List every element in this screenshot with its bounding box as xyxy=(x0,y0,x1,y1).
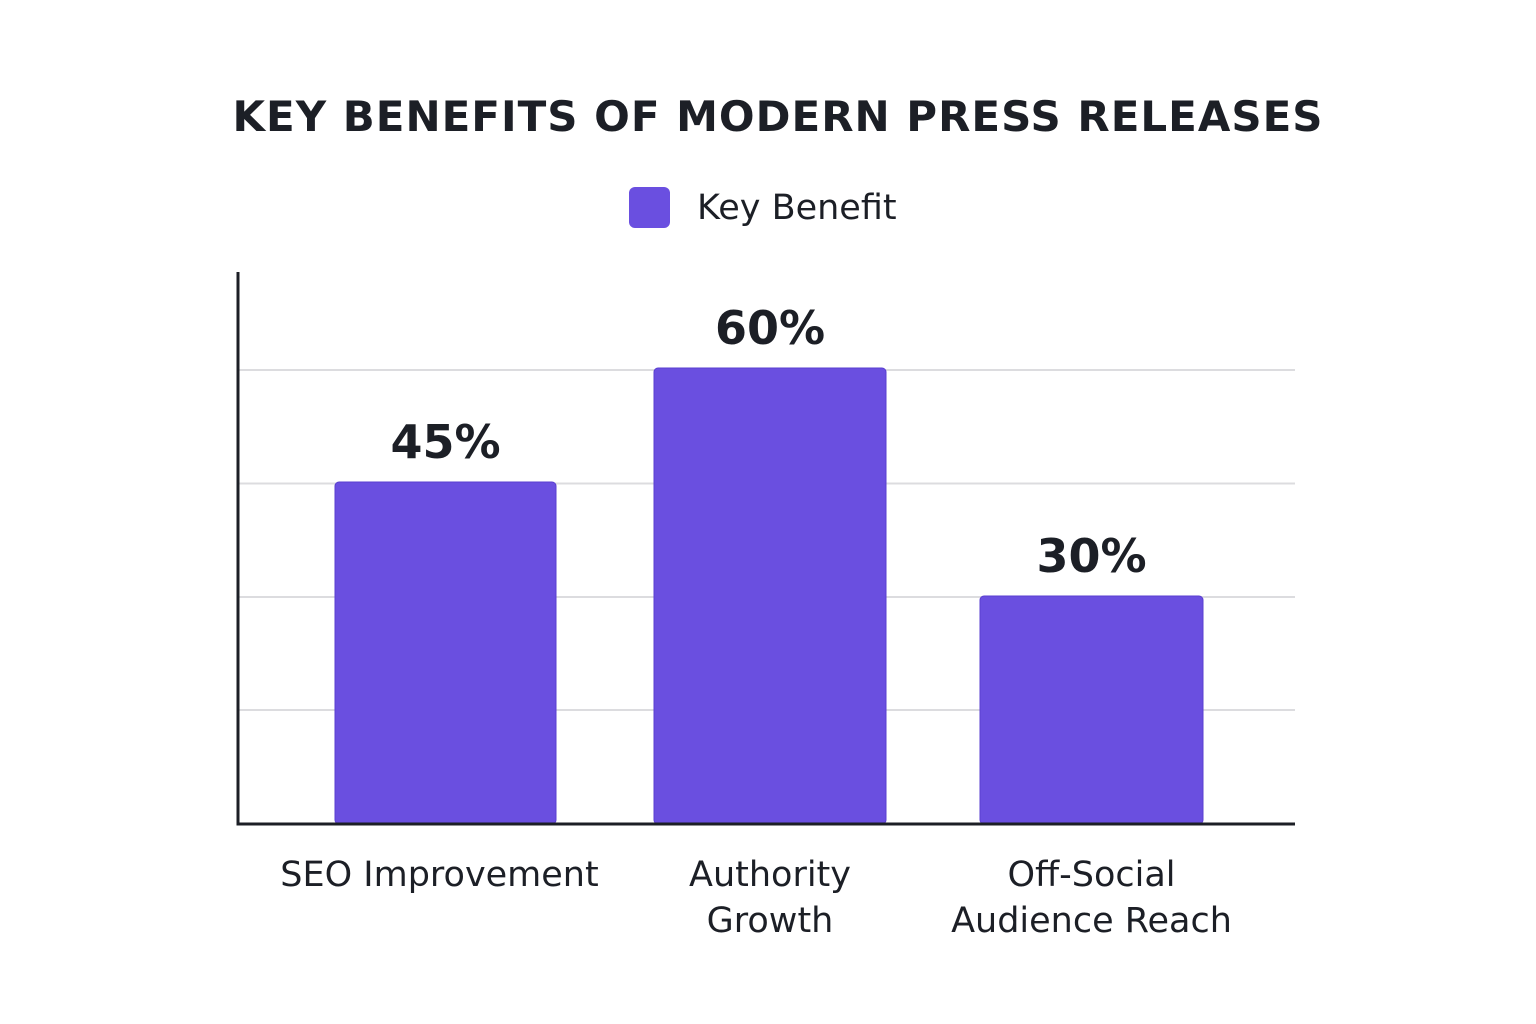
data-label: 45% xyxy=(390,415,500,469)
x-tick-label-line: SEO Improvement xyxy=(280,855,599,895)
legend: Key Benefit xyxy=(629,187,897,228)
x-tick-label-line: Audience Reach xyxy=(951,901,1232,941)
x-tick-label-line: Growth xyxy=(706,901,834,941)
bar xyxy=(979,595,1204,825)
legend-swatch xyxy=(629,187,670,228)
x-tick-label-line: Off-Social xyxy=(1007,855,1176,895)
chart-title: KEY BENEFITS OF MODERN PRESS RELEASES xyxy=(232,92,1324,141)
bar xyxy=(653,367,887,825)
bar xyxy=(334,481,557,825)
x-tick-label: Authority Growth xyxy=(590,852,950,944)
legend-label: Key Benefit xyxy=(697,187,897,228)
data-label: 60% xyxy=(715,301,825,355)
data-label: 30% xyxy=(1036,529,1146,583)
x-tick-label: Off-Social Audience Reach xyxy=(912,852,1272,944)
x-tick-label: SEO Improvement xyxy=(260,852,620,898)
x-tick-label-line: Authority xyxy=(689,855,851,895)
